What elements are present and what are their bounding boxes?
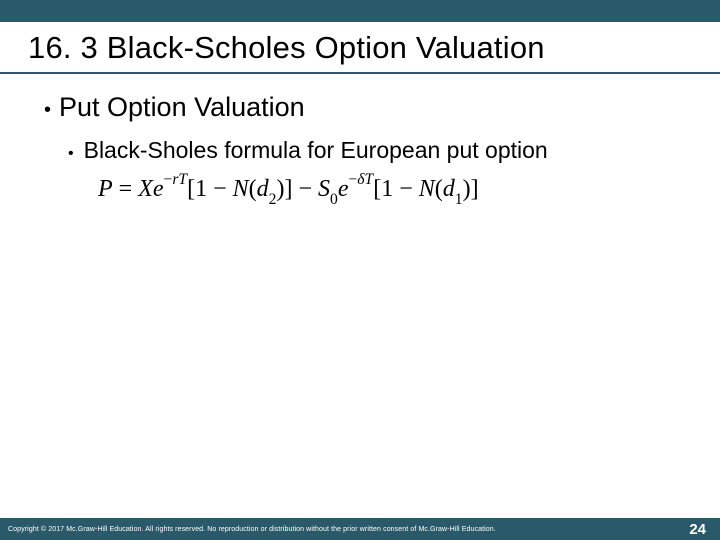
- footer-bar: Copyright © 2017 Mc.Graw-Hill Education.…: [0, 518, 720, 540]
- bullet-dot-icon: •: [44, 100, 51, 120]
- formula-sub0: 0: [330, 191, 338, 208]
- formula-rb2: ]: [471, 176, 479, 202]
- formula-rp2: ): [463, 176, 471, 202]
- top-brand-bar: [0, 0, 720, 22]
- formula-minus-mid: −: [292, 176, 318, 202]
- formula-lp1: (: [249, 176, 257, 202]
- formula-lb2: [: [373, 176, 381, 202]
- bullet-1-text: Put Option Valuation: [59, 92, 305, 123]
- formula-d-a: d: [257, 176, 269, 202]
- formula-one1: 1: [195, 176, 207, 202]
- bullet-dot-icon: •: [68, 146, 74, 162]
- bullet-level-2: • Black-Sholes formula for European put …: [68, 137, 720, 164]
- formula-P: P: [98, 176, 113, 202]
- put-option-formula: P = Xe−rT[1 − N(d2)] − S0e−δT[1 − N(d1)]: [98, 174, 720, 207]
- slide-title: 16. 3 Black-Scholes Option Valuation: [0, 22, 720, 72]
- formula-N1: N: [233, 176, 249, 202]
- formula-d-b: d: [443, 176, 455, 202]
- formula-minus-in2: −: [393, 176, 419, 202]
- formula-lb1: [: [187, 176, 195, 202]
- formula-e2: e: [338, 176, 349, 202]
- formula-exp1: −rT: [164, 171, 188, 188]
- bullet-level-1: • Put Option Valuation: [44, 92, 720, 123]
- page-number: 24: [689, 521, 706, 538]
- formula-minus-in1: −: [207, 176, 233, 202]
- content-area: • Put Option Valuation • Black-Sholes fo…: [0, 74, 720, 207]
- formula-eq: =: [113, 176, 139, 202]
- formula-e1: e: [153, 176, 164, 202]
- copyright-text: Copyright © 2017 Mc.Graw-Hill Education.…: [8, 526, 496, 533]
- formula-sub2: 2: [269, 191, 277, 208]
- bullet-2-text: Black-Sholes formula for European put op…: [84, 137, 548, 164]
- formula-sub1: 1: [455, 191, 463, 208]
- formula-lp2: (: [435, 176, 443, 202]
- formula-X: X: [138, 176, 153, 202]
- formula-one2: 1: [381, 176, 393, 202]
- formula-N2: N: [419, 176, 435, 202]
- formula-exp2: −δT: [348, 171, 373, 188]
- formula-S: S: [318, 176, 330, 202]
